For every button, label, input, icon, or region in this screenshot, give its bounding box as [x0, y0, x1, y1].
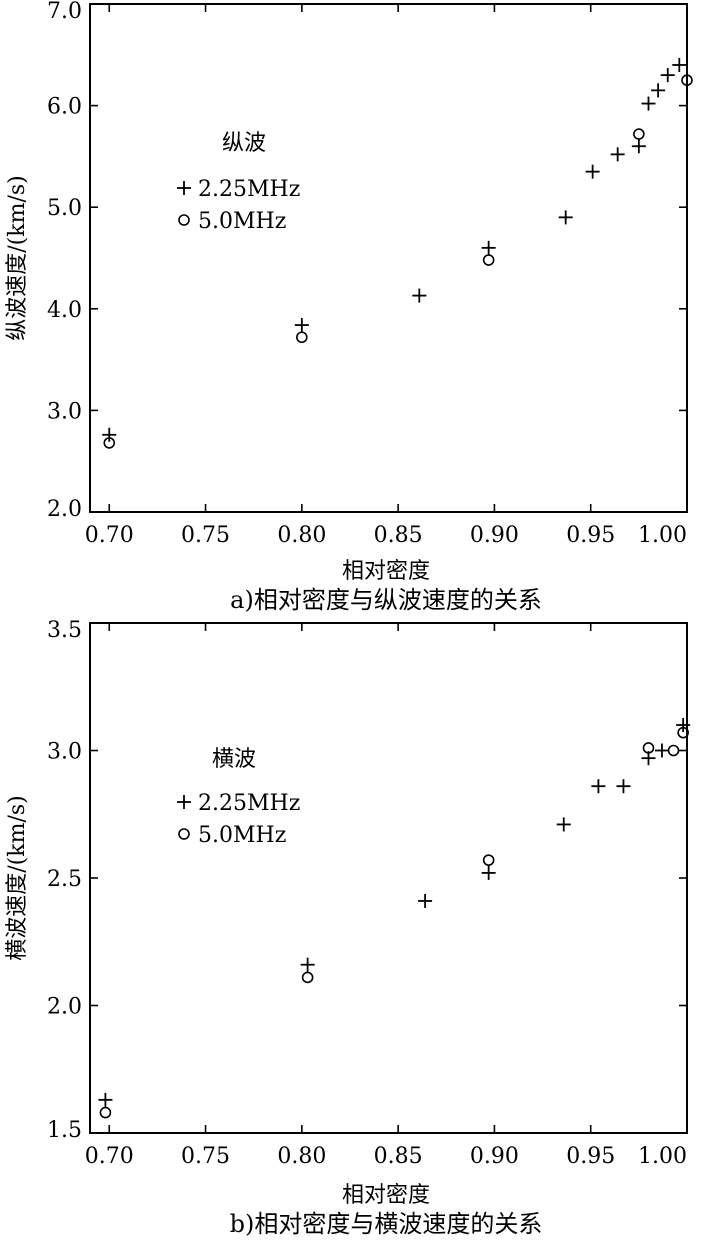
plot-frame	[89, 622, 688, 1134]
x-tick-labels: 0.70 0.75 0.80 0.85 0.90 0.95 1.00	[85, 523, 687, 548]
x-tick-label: 0.95	[566, 523, 615, 548]
y-tick-label: 4.0	[47, 298, 82, 323]
point-circle	[642, 742, 655, 754]
legend-title: 横波	[212, 747, 256, 772]
x-axis-label: 相对密度	[342, 1183, 430, 1208]
y-tick-label: 2.5	[47, 867, 82, 892]
legend-marker-plus	[177, 795, 191, 809]
chart-caption: a)相对密度与纵波速度的关系	[230, 586, 542, 614]
x-tick-labels: 0.70 0.75 0.80 0.85 0.90 0.95 1.00	[85, 1144, 687, 1169]
point-plus	[102, 427, 117, 442]
legend-title: 纵波	[222, 131, 266, 156]
y-tick-label: 6.0	[47, 95, 82, 120]
point-plus	[558, 210, 573, 225]
x-tick-label: 1.00	[638, 1144, 687, 1169]
point-circle	[99, 1106, 112, 1119]
point-plus	[98, 1092, 113, 1107]
x-tick-label: 0.95	[566, 1144, 615, 1169]
data-points	[102, 57, 693, 449]
x-tick-label: 0.85	[374, 523, 423, 548]
point-plus	[616, 779, 631, 794]
point-circle	[482, 854, 495, 866]
y-tick-label: 3.5	[47, 618, 82, 643]
x-tick-label: 0.80	[277, 523, 326, 548]
legend-entry-2-25mhz: 2.25MHz	[198, 791, 300, 816]
point-circle	[296, 331, 308, 344]
point-circle	[633, 128, 645, 140]
y-tick-labels: 2.0 3.0 4.0 5.0 6.0 7.0	[47, 0, 82, 522]
y-tick-label: 7.0	[47, 0, 82, 24]
chart-longitudinal: 0.70 0.75 0.80 0.85 0.90 0.95 1.00 2.0 3.0 4.0 5.…	[5, 0, 693, 614]
x-tick-label: 0.80	[277, 1144, 326, 1169]
point-circle	[667, 744, 680, 757]
legend: 横波 2.25MHz 5.0MHz	[177, 747, 300, 848]
point-plus	[481, 865, 496, 880]
x-tick-label: 0.70	[85, 1144, 134, 1169]
x-axis-label: 相对密度	[342, 559, 430, 584]
point-circle	[482, 254, 495, 266]
point-plus	[294, 318, 309, 333]
point-plus	[672, 57, 687, 72]
y-axis-label: 纵波速度/(km/s)	[5, 175, 30, 340]
y-tick-labels: 1.5 2.0 2.5 3.0 3.5	[47, 618, 82, 1143]
y-axis-label: 横波速度/(km/s)	[5, 795, 30, 960]
legend-entry-5-0mhz: 5.0MHz	[198, 823, 286, 848]
x-tick-label: 0.75	[181, 523, 230, 548]
legend-marker-circle	[178, 828, 190, 840]
point-plus	[676, 718, 691, 732]
tick-marks	[90, 3, 688, 513]
x-tick-label: 1.00	[638, 523, 687, 548]
y-tick-label: 5.0	[47, 196, 82, 221]
legend-entry-5-0mhz: 5.0MHz	[198, 209, 286, 234]
y-tick-label: 2.0	[47, 497, 82, 522]
data-points	[98, 718, 691, 1119]
point-plus	[481, 240, 496, 255]
point-plus	[631, 139, 646, 154]
x-tick-label: 0.90	[470, 1144, 519, 1169]
point-plus	[418, 893, 433, 908]
chart-caption: b)相对密度与横波速度的关系	[230, 1210, 543, 1238]
y-tick-label: 3.0	[47, 740, 82, 765]
point-plus	[556, 817, 571, 832]
x-tick-label: 0.70	[85, 523, 134, 548]
y-tick-label: 3.0	[47, 399, 82, 424]
x-tick-label: 0.75	[181, 1144, 230, 1169]
point-plus	[641, 96, 656, 111]
legend: 纵波 2.25MHz 5.0MHz	[177, 131, 300, 234]
tick-marks	[90, 622, 688, 1134]
legend-marker-circle	[178, 214, 190, 226]
point-plus	[610, 147, 625, 162]
point-plus	[300, 957, 315, 972]
point-circle	[301, 971, 314, 984]
point-circle	[103, 437, 116, 449]
x-tick-label: 0.85	[374, 1144, 423, 1169]
legend-marker-plus	[177, 181, 191, 195]
y-tick-label: 1.5	[47, 1118, 82, 1143]
point-circle	[677, 726, 689, 739]
y-tick-label: 2.0	[47, 995, 82, 1020]
x-tick-label: 0.90	[470, 523, 519, 548]
point-plus	[585, 164, 600, 179]
point-plus	[651, 83, 666, 98]
point-plus	[591, 779, 606, 794]
legend-entry-2-25mhz: 2.25MHz	[198, 177, 300, 202]
point-plus	[412, 288, 427, 303]
plot-frame	[89, 3, 688, 513]
point-plus	[660, 68, 675, 83]
chart-transverse: 0.70 0.75 0.80 0.85 0.90 0.95 1.00 1.5 2.0 2.5 3.…	[5, 618, 691, 1238]
point-circle	[681, 74, 693, 86]
point-plus	[654, 743, 669, 758]
